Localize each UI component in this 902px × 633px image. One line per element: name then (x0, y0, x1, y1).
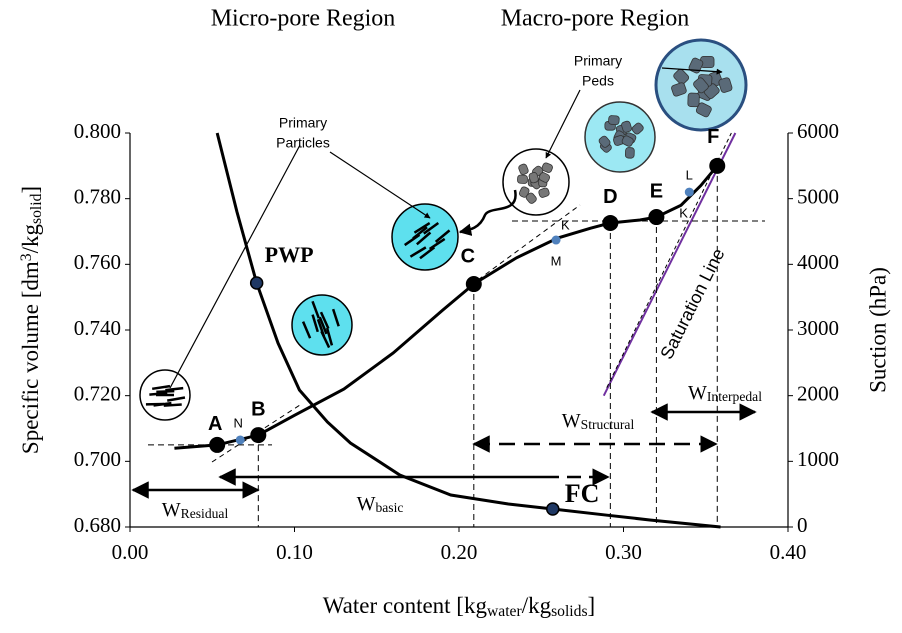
point-label: F (707, 126, 719, 148)
small-point-label: L (686, 168, 693, 183)
x-axis-title-part: /kg (522, 593, 552, 618)
point (209, 437, 225, 453)
y2-tick-label: 4000 (797, 250, 839, 274)
x-axis-title-part: water (487, 603, 522, 620)
y2-tick-label: 6000 (797, 119, 839, 143)
point (602, 215, 618, 231)
leader (330, 152, 430, 218)
y-axis-title-part: solid (28, 193, 45, 224)
y2-axis-title: Suction (hPa) (865, 267, 890, 393)
point-label: A (208, 413, 222, 435)
point (709, 158, 725, 174)
small-point-label: N (234, 415, 243, 430)
x-axis-title-part: solids (551, 603, 587, 620)
x-tick-label: 0.40 (770, 540, 807, 564)
particle (156, 391, 174, 392)
small-point-label: M (551, 253, 562, 268)
small-label: K (679, 206, 688, 221)
range-label-part: Structural (581, 417, 635, 432)
illustration-label: Primary (279, 115, 327, 131)
point (466, 276, 482, 292)
suction-label: PWP (265, 242, 314, 267)
y2-tick-label: 2000 (797, 381, 839, 405)
y-tick-label: 0.720 (74, 381, 121, 405)
y-axis-title: Specific volume [dm3/kgsolid] (18, 186, 45, 454)
ped (608, 115, 619, 124)
small-label: K (561, 217, 570, 232)
y2-tick-label: 0 (797, 513, 808, 537)
y2-tick-label: 3000 (797, 316, 839, 340)
suction-point (547, 503, 559, 515)
x-tick-label: 0.20 (441, 540, 478, 564)
y-tick-label: 0.780 (74, 184, 121, 208)
range-label-part: W (562, 410, 581, 432)
small-point (685, 188, 694, 197)
range-label-part: Interpedal (707, 389, 762, 404)
y-tick-label: 0.760 (74, 250, 121, 274)
small-point (552, 236, 561, 245)
point-label: B (251, 398, 265, 420)
illustration-label: Peds (582, 73, 614, 89)
region-title: Micro-pore Region (211, 6, 396, 32)
y-tick-label: 0.680 (74, 513, 121, 537)
range-label-part: W (162, 499, 181, 521)
range-arrows (133, 412, 755, 490)
y-axis-title-part: 3 (18, 253, 35, 261)
suction-label: FC (565, 479, 600, 508)
suction-point (251, 277, 263, 289)
chart: 0.00 0.10 0.20 0.30 0.40 0.680 0.700 0.720 0.740… (0, 0, 902, 633)
illustrations (140, 40, 746, 420)
x-axis-title: Water content [kgwater/kgsolids] (323, 593, 595, 620)
particle (149, 393, 167, 395)
y-axis-title-part: /kg (18, 223, 43, 253)
point-label: C (461, 245, 475, 267)
range-label-part: basic (375, 500, 403, 515)
range-label: WResidual (162, 499, 229, 522)
ped (625, 147, 634, 158)
small-point (236, 435, 245, 444)
illustration-label: Particles (276, 135, 330, 151)
y2-tick-label: 1000 (797, 447, 839, 471)
y2-tick-label: 5000 (797, 184, 839, 208)
x-axis-title-part: ] (588, 593, 596, 618)
range-label: WInterpedal (688, 382, 762, 405)
y-axis-title-part: ] (18, 186, 43, 194)
point (648, 209, 664, 225)
point (250, 427, 266, 443)
leader (546, 90, 580, 158)
x-tick-label: 0.30 (605, 540, 642, 564)
range-label-part: Residual (181, 506, 229, 521)
range-label-part: W (357, 493, 376, 515)
saturation-label: Saturation Line (656, 245, 728, 362)
x-axis-title-part: Water content [kg (323, 593, 488, 618)
y-tick-label: 0.700 (74, 447, 121, 471)
x-tick-label: 0.00 (112, 540, 149, 564)
range-label: WStructural (562, 410, 635, 433)
y-axis-title-part: Specific volume [dm (18, 261, 43, 454)
y-tick-label: 0.800 (74, 119, 121, 143)
illustration-label: Primary (574, 53, 622, 69)
ped (517, 175, 527, 184)
point-label: D (603, 186, 617, 208)
x-tick-label: 0.10 (276, 540, 313, 564)
range-label: Wbasic (357, 493, 404, 516)
point-label: E (650, 180, 663, 202)
region-title: Macro-pore Region (501, 6, 690, 32)
y-tick-label: 0.740 (74, 316, 121, 340)
range-label-part: W (688, 382, 707, 404)
ped (688, 93, 700, 107)
